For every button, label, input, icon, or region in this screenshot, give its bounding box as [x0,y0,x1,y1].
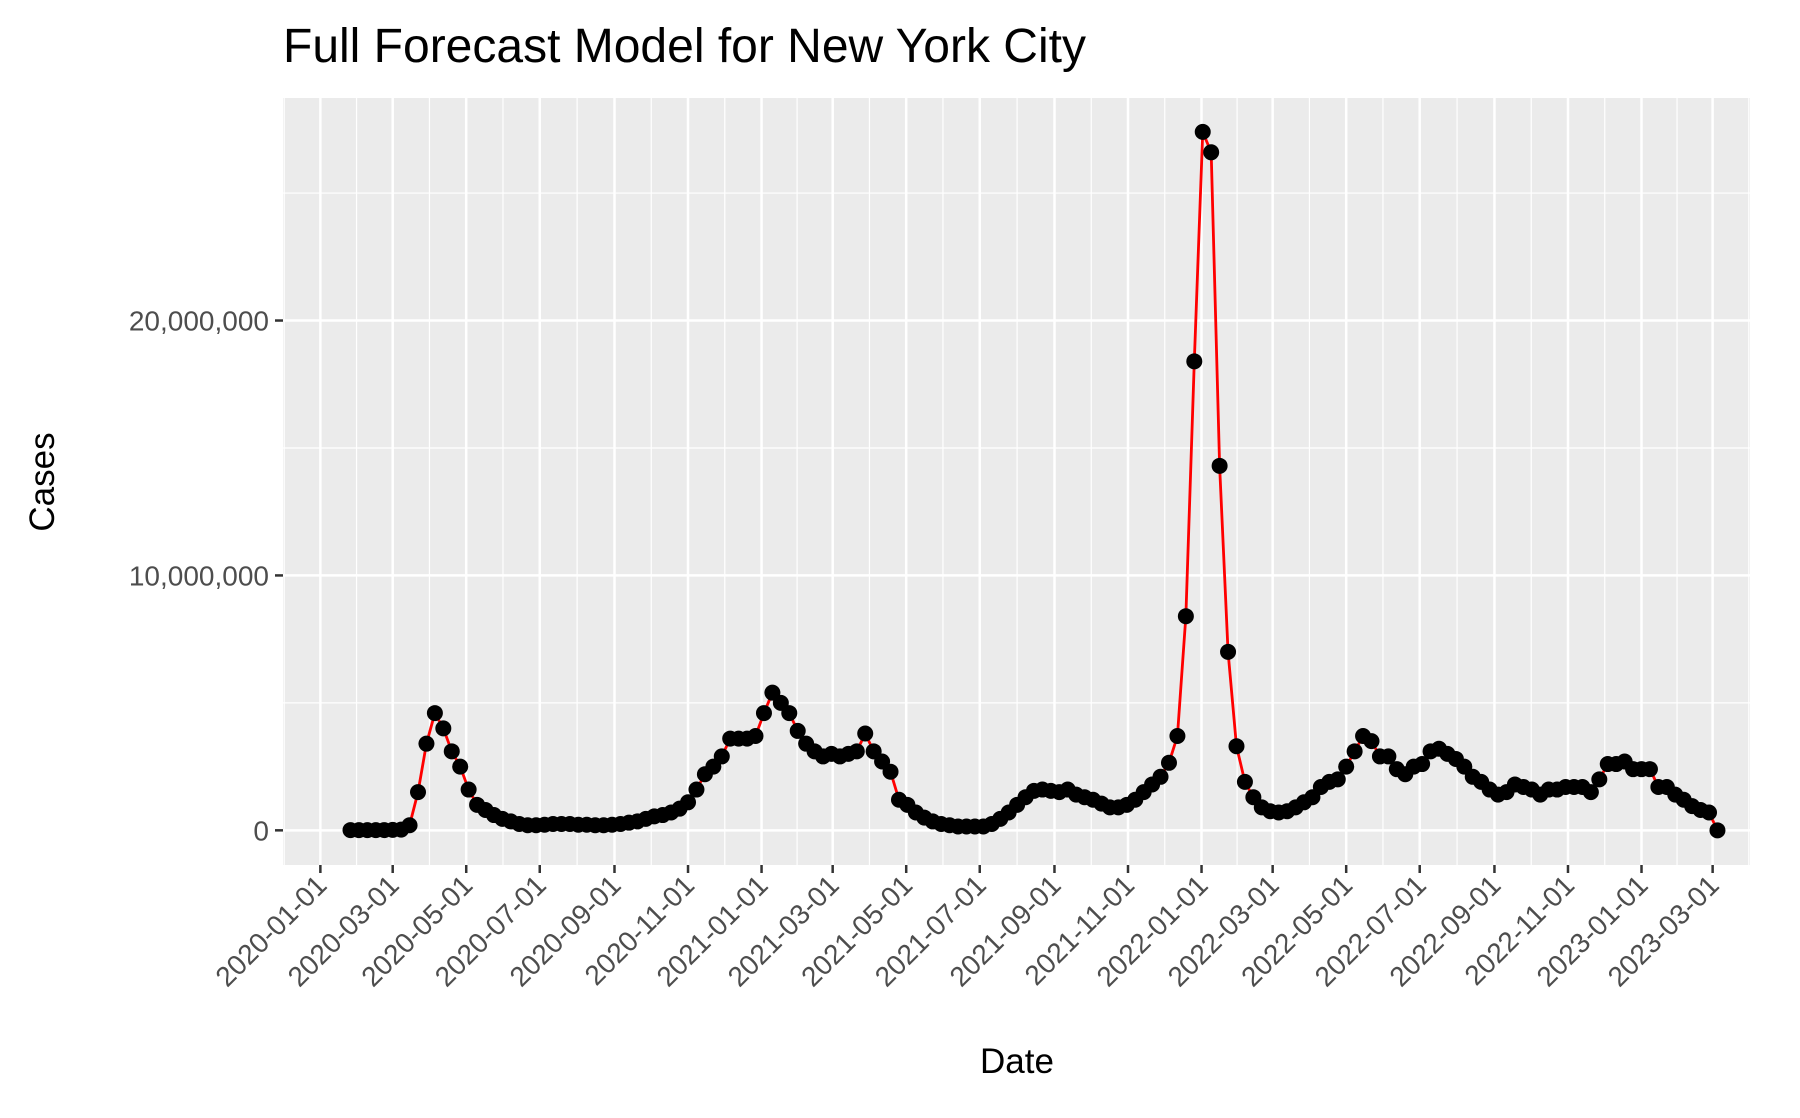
data-point [1380,748,1397,765]
data-point [688,781,705,798]
data-point [1582,784,1599,801]
data-point [443,743,460,760]
data-point [1414,756,1431,773]
data-point [713,748,730,765]
data-point [401,817,418,834]
data-point [460,781,477,798]
data-point [1701,804,1718,821]
data-point [1152,768,1169,785]
data-point [781,705,798,722]
data-point [1591,771,1608,788]
chart-title: Full Forecast Model for New York City [283,20,1086,73]
data-point [882,763,899,780]
y-axis-title: Cases [23,432,62,531]
data-point [1363,733,1380,750]
data-point [410,784,427,801]
data-point [1203,144,1220,161]
data-point [435,720,452,737]
data-point [1338,758,1355,775]
data-point [680,794,697,811]
data-point [747,728,764,745]
data-point [1177,608,1194,625]
data-point [1329,771,1346,788]
y-tick-label: 20,000,000 [129,306,269,337]
data-point [426,705,443,722]
data-point [1346,743,1363,760]
y-tick-label: 10,000,000 [129,560,269,591]
data-point [1186,353,1203,370]
data-point [755,705,772,722]
data-point [1641,761,1658,778]
data-point [848,743,865,760]
data-point [1211,457,1228,474]
data-point [1194,123,1211,140]
data-point [1160,754,1177,771]
data-point [452,758,469,775]
plot-panel [283,98,1750,865]
data-point [857,725,874,742]
y-tick-label: 0 [253,815,269,846]
data-point [1228,738,1245,755]
data-point [1709,822,1726,839]
data-point [789,722,806,739]
data-point [1169,728,1186,745]
data-point [1236,773,1253,790]
x-axis-title: Date [980,1042,1054,1081]
data-point [418,735,435,752]
data-point [1220,643,1237,660]
